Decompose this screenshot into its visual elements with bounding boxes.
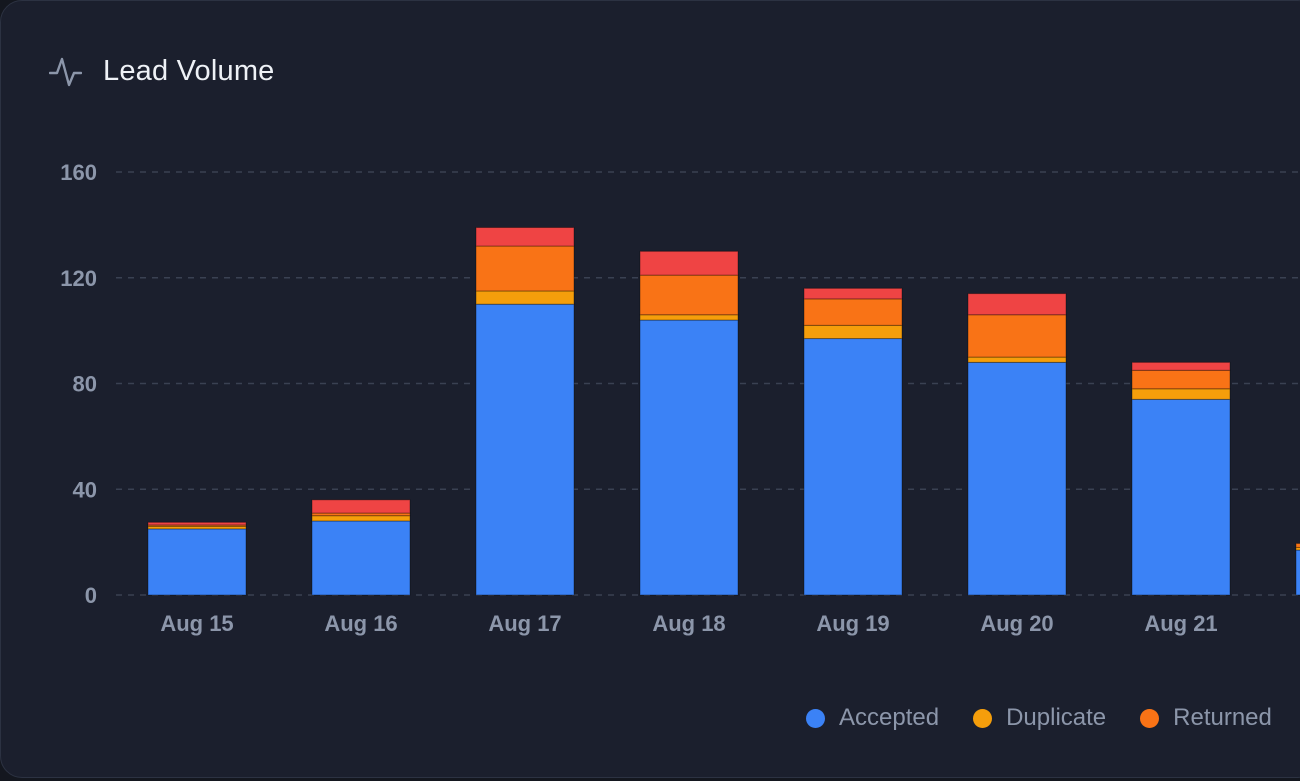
legend-item-accepted[interactable]: Accepted	[806, 704, 939, 732]
legend-label-returned: Returned	[1173, 704, 1272, 731]
bar-segment-accepted[interactable]	[967, 361, 1067, 596]
bar-segment-series-3[interactable]	[967, 293, 1067, 316]
legend-label-duplicate: Duplicate	[1006, 704, 1107, 731]
activity-pulse-icon	[49, 57, 82, 87]
legend-swatch-duplicate	[973, 708, 993, 728]
bar-segment-series-3[interactable]	[1131, 361, 1231, 371]
bar-segment-duplicate[interactable]	[639, 314, 739, 321]
x-tick-label: Aug 20	[980, 611, 1053, 636]
bar-segment-series-3[interactable]	[147, 521, 247, 526]
x-tick-label: Aug 17	[488, 611, 561, 636]
bar-segment-duplicate[interactable]	[803, 324, 903, 340]
legend-label-accepted: Accepted	[839, 704, 940, 731]
bar-segment-returned[interactable]	[639, 274, 739, 316]
bar-segment-accepted[interactable]	[803, 338, 903, 596]
bar-segment-accepted[interactable]	[1131, 398, 1231, 596]
bar-segment-returned[interactable]	[475, 245, 575, 292]
x-tick-label: Aug 21	[1144, 611, 1217, 636]
x-tick-label: Aug 18	[652, 611, 725, 636]
legend-swatch-returned	[1140, 708, 1160, 728]
legend-swatch-accepted	[806, 708, 825, 728]
bar-segment-series-3[interactable]	[803, 287, 903, 300]
bar-segment-returned[interactable]	[967, 314, 1067, 358]
x-tick-label: Aug 16	[324, 611, 397, 636]
bar-segment-duplicate[interactable]	[1295, 546, 1300, 551]
x-tick-label: Aug 15	[160, 611, 233, 636]
bar-segment-duplicate[interactable]	[475, 290, 575, 305]
bar-segment-accepted[interactable]	[639, 319, 739, 596]
legend-item-returned[interactable]: Returned	[1140, 704, 1272, 732]
bar-segment-duplicate[interactable]	[967, 356, 1067, 363]
y-tick-label: 0	[85, 583, 97, 608]
bar-segment-accepted[interactable]	[1295, 549, 1300, 596]
chart-title: Lead Volume	[103, 54, 275, 87]
bar-segment-series-3[interactable]	[311, 499, 411, 514]
y-tick-label: 80	[73, 372, 97, 397]
bar-segment-series-3[interactable]	[475, 227, 575, 247]
x-tick-label: Aug 19	[816, 611, 889, 636]
card-header: Lead Volume	[49, 53, 275, 89]
bar-segment-duplicate[interactable]	[311, 515, 411, 522]
y-tick-label: 160	[60, 160, 97, 185]
bar-segment-returned[interactable]	[1295, 542, 1300, 548]
bar-segment-returned[interactable]	[1131, 369, 1231, 390]
y-tick-label: 40	[73, 477, 97, 502]
bar-segment-accepted[interactable]	[147, 528, 247, 596]
bar-segment-accepted[interactable]	[475, 303, 575, 596]
bar-segment-duplicate[interactable]	[1131, 388, 1231, 400]
bar-segment-series-3[interactable]	[639, 250, 739, 276]
legend-item-duplicate[interactable]: Duplicate	[973, 704, 1106, 732]
chart-legend: Accepted Duplicate Returned	[806, 704, 1300, 732]
bar-segment-accepted[interactable]	[311, 520, 411, 596]
bar-segment-returned[interactable]	[803, 298, 903, 326]
y-tick-label: 120	[60, 266, 97, 291]
